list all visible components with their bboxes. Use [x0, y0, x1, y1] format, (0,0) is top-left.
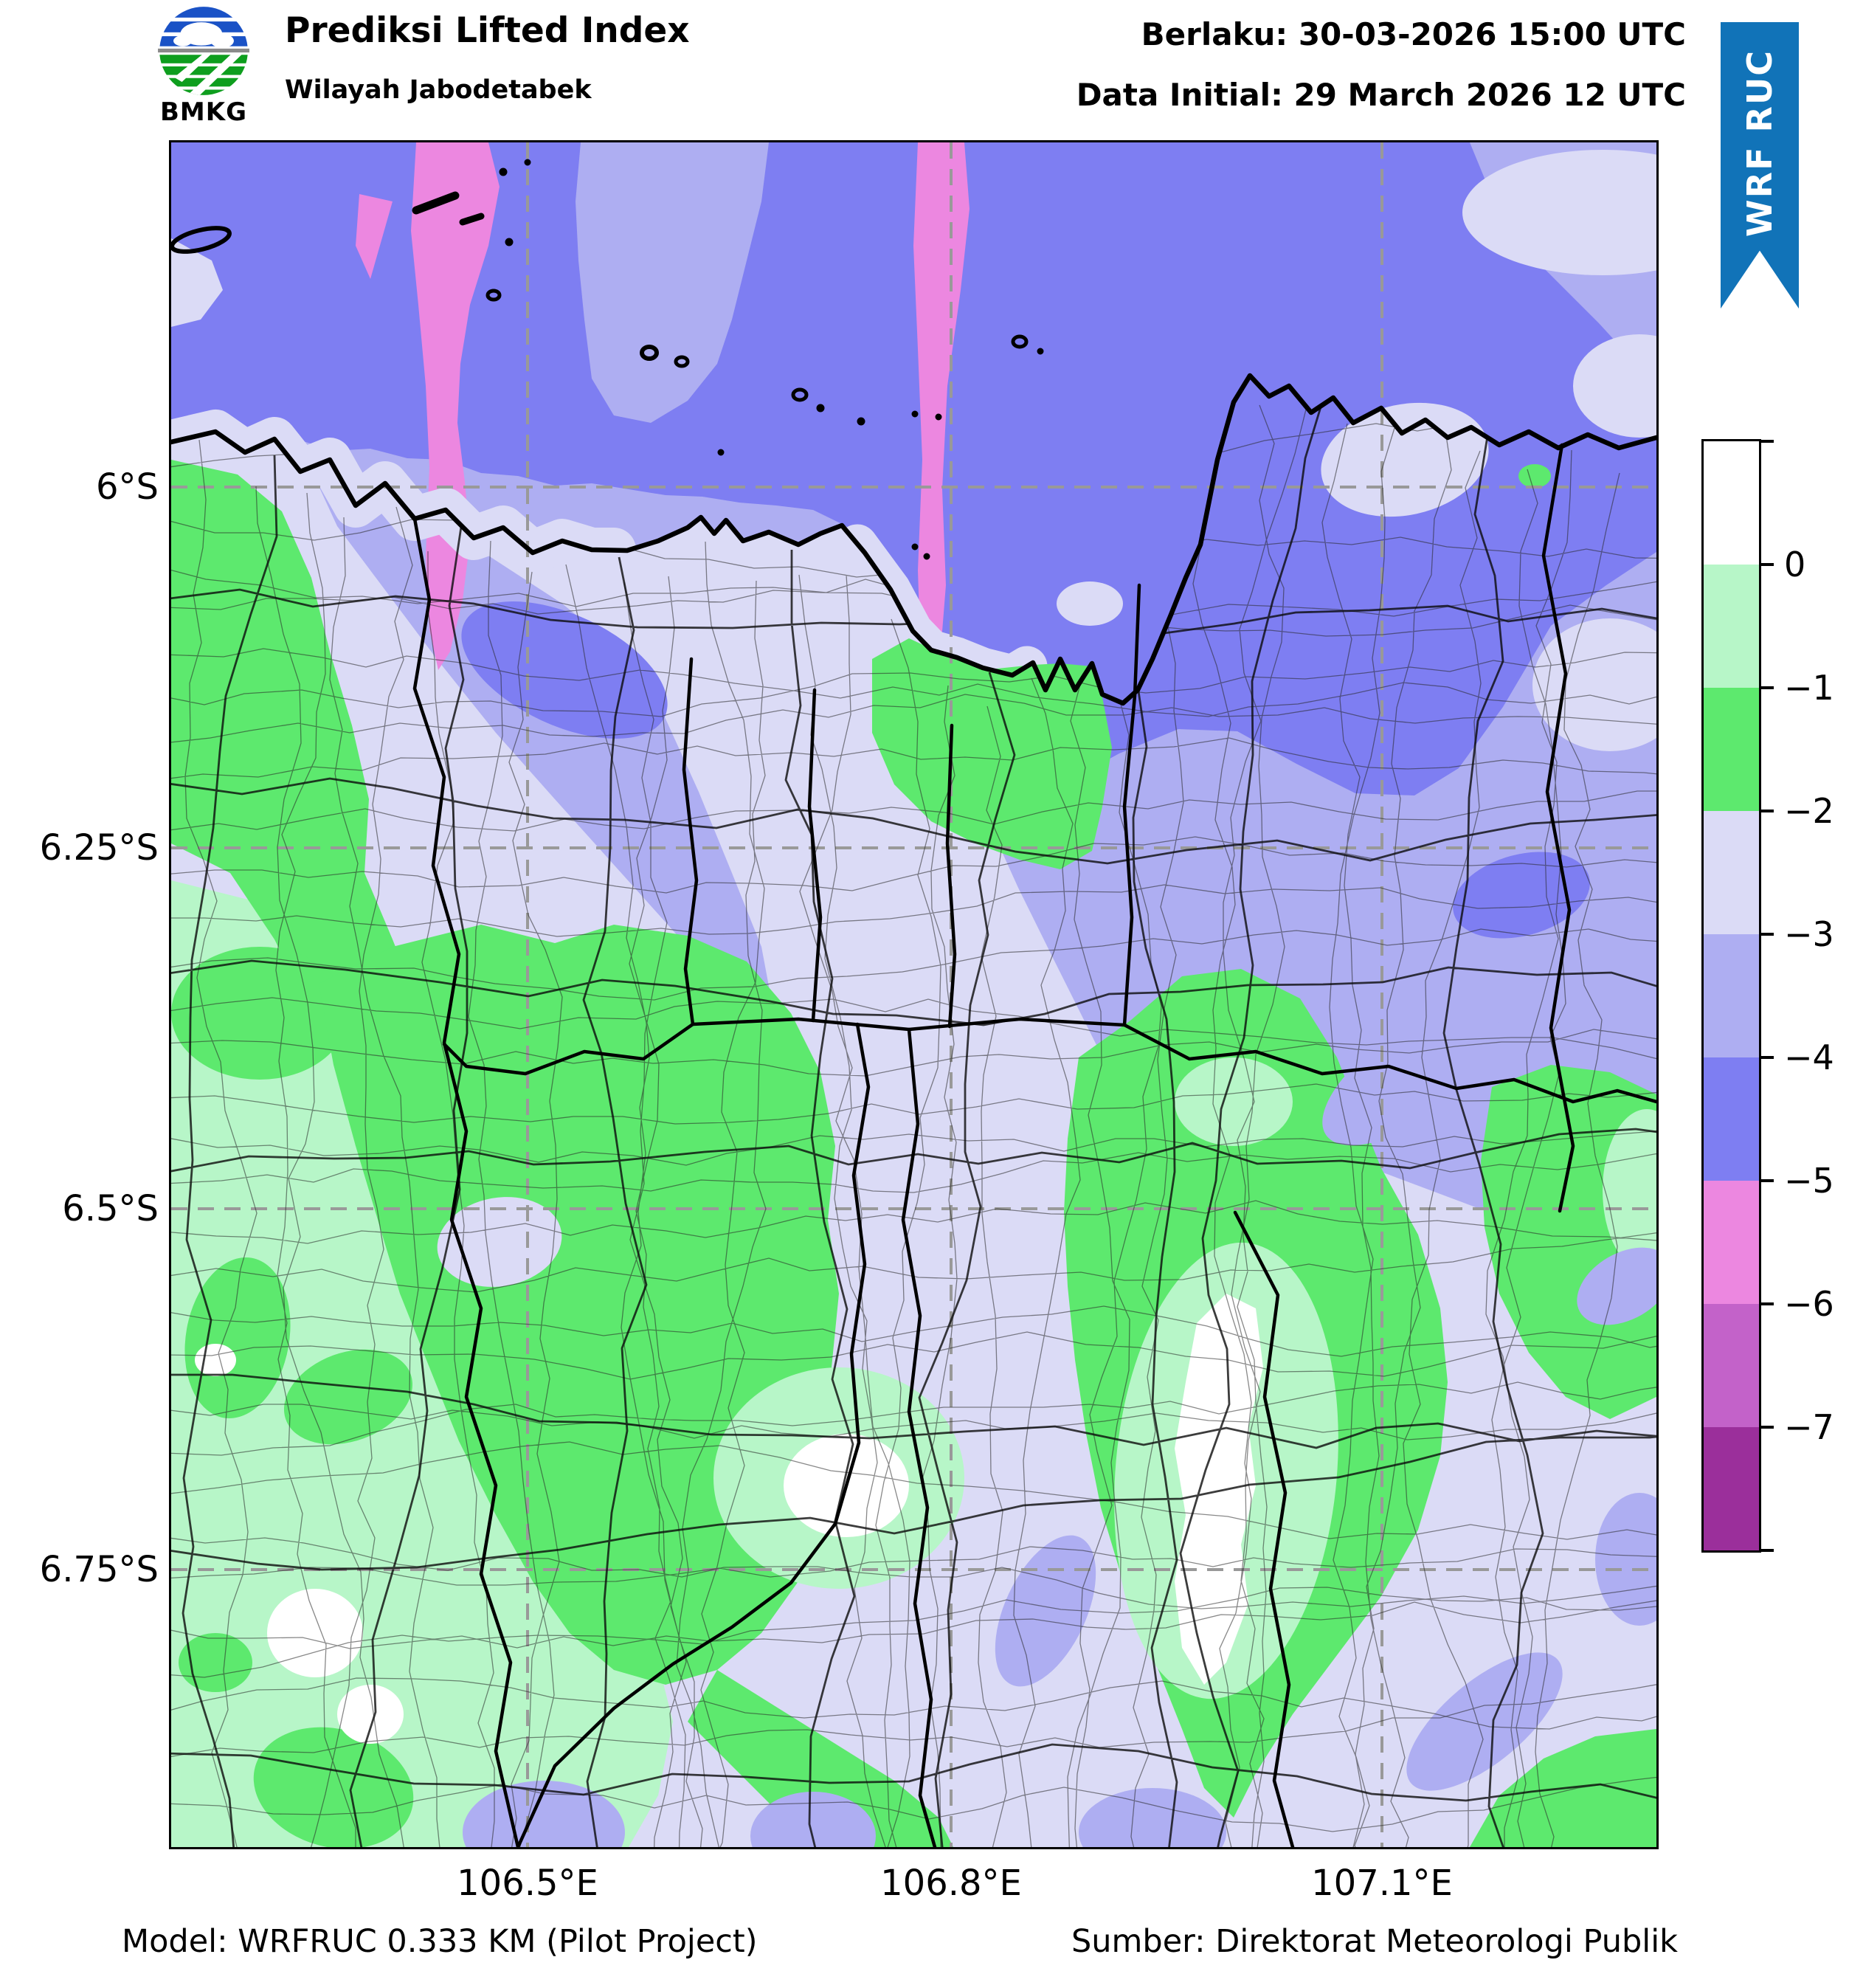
- bmkg-logo-text: BMKG: [159, 97, 247, 127]
- colorbar-edge-tick: [1759, 1549, 1774, 1552]
- colorbar-tick-label: −1: [1784, 668, 1834, 708]
- colorbar-tick: [1759, 810, 1774, 812]
- colorbar-tick-label: −2: [1784, 791, 1834, 831]
- colorbar-tick-label: −3: [1784, 914, 1834, 954]
- map-panel: [149, 140, 1743, 1884]
- colorbar-segment: [1704, 1304, 1759, 1427]
- sea-pale-column: [576, 142, 769, 423]
- blue-sea-mass: [171, 142, 1656, 801]
- model-ribbon: WRF RUC: [1721, 22, 1799, 309]
- y-tick-label: 6.75°S: [39, 1549, 159, 1590]
- colorbar-edge-tick: [1759, 440, 1774, 443]
- lavender-hole-central: [437, 1197, 562, 1287]
- island-marks: [170, 159, 1044, 560]
- colorbar-segment: [1704, 1057, 1759, 1181]
- colorbar-tick: [1759, 563, 1774, 566]
- pink-anomaly-streaks: [356, 142, 970, 703]
- colorbar-tick-label: −7: [1784, 1407, 1834, 1447]
- model-caption: Model: WRFRUC 0.333 KM (Pilot Project): [122, 1923, 758, 1960]
- regency-boundaries: [412, 443, 1659, 1849]
- page-subtitle: Wilayah Jabodetabek: [285, 75, 592, 105]
- y-tick-label: 6°S: [95, 466, 159, 508]
- colorbar-tick: [1759, 933, 1774, 936]
- colorbar-segment: [1704, 688, 1759, 811]
- bmkg-logo-icon: [158, 7, 249, 95]
- y-tick-label: 6.25°S: [39, 827, 159, 869]
- district-boundaries-mesh: [171, 394, 1656, 1847]
- model-ribbon-label: WRF RUC: [1740, 49, 1780, 238]
- x-tick-label: 106.8°E: [880, 1863, 1022, 1904]
- colorbar-tick-label: −4: [1784, 1038, 1834, 1077]
- colorbar-tick: [1759, 686, 1774, 689]
- initial-time-text: Data Initial: 29 March 2026 12 UTC: [1076, 77, 1686, 113]
- bmkg-logo: BMKG: [155, 4, 252, 134]
- colorbar-segment: [1704, 811, 1759, 934]
- blue-blob-east: [1453, 852, 1590, 939]
- colorbar-tick: [1759, 1302, 1774, 1305]
- sea-lavender-notch: [171, 238, 223, 327]
- colorbar-ticks: 0 −1 −2 −3 −4 −5 −6 −7: [1759, 439, 1849, 1553]
- blue-blob-tangerang: [461, 601, 668, 739]
- colorbar-tick: [1759, 1179, 1774, 1182]
- valid-time-text: Berlaku: 30-03-2026 15:00 UTC: [1141, 16, 1686, 52]
- x-tick-label: 107.1°E: [1311, 1863, 1453, 1904]
- colorbar-tick: [1759, 1056, 1774, 1059]
- colorbar-segment: [1704, 1427, 1759, 1550]
- colorbar-segment: [1704, 565, 1759, 688]
- colorbar-tick-label: −5: [1784, 1161, 1834, 1201]
- coastline: [168, 373, 1659, 706]
- colorbar: [1701, 439, 1761, 1553]
- lifted-index-map: [149, 142, 1743, 1884]
- colorbar-tick-label: 0: [1784, 545, 1806, 584]
- colorbar-segment: [1704, 441, 1759, 565]
- page-title: Prediksi Lifted Index: [285, 10, 690, 51]
- colorbar-segment: [1704, 1181, 1759, 1304]
- x-tick-label: 106.5°E: [457, 1863, 598, 1904]
- graticule-gridlines: [171, 142, 1656, 1847]
- colorbar-segment: [1704, 934, 1759, 1057]
- source-caption: Sumber: Direktorat Meteorologi Publik: [1071, 1923, 1679, 1960]
- colorbar-tick-label: −6: [1784, 1284, 1834, 1324]
- y-tick-label: 6.5°S: [62, 1188, 159, 1229]
- colorbar-tick: [1759, 1426, 1774, 1429]
